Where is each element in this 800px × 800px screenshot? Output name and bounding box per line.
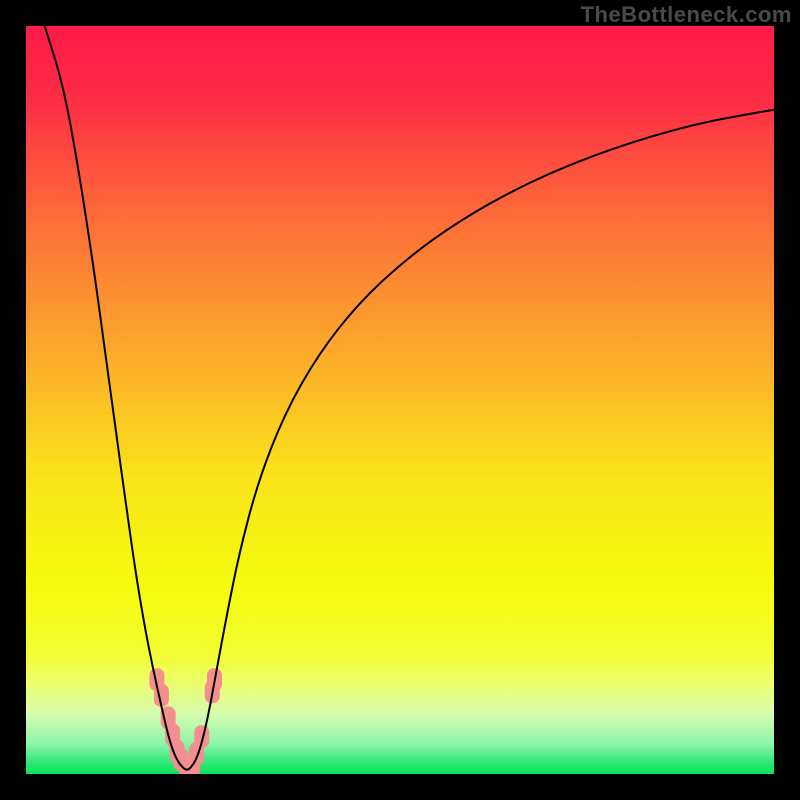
bottleneck-curve xyxy=(45,26,774,770)
chart-frame: TheBottleneck.com xyxy=(0,0,800,800)
plot-area xyxy=(26,26,774,774)
curve-layer xyxy=(26,26,774,774)
watermark-text: TheBottleneck.com xyxy=(581,2,792,28)
scatter-points xyxy=(149,668,222,774)
